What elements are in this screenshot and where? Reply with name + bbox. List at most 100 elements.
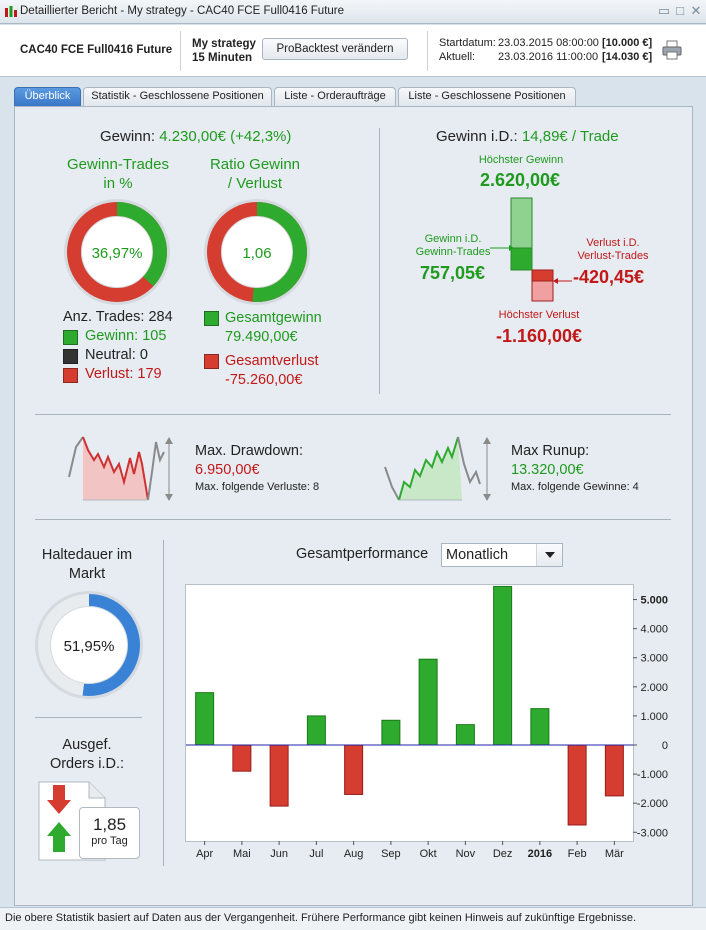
performance-chart-plot xyxy=(185,584,634,842)
x-tick-label: 2016 xyxy=(528,848,552,860)
disclaimer-footer: Die obere Statistik basiert auf Daten au… xyxy=(0,907,706,930)
avg-loss-label: Verlust i.D. Verlust-Trades xyxy=(568,237,658,263)
ratio-donut: 1,06 xyxy=(204,199,310,305)
strategy-name: My strategy xyxy=(192,38,256,50)
chart-bar xyxy=(381,719,401,746)
tab-bar: Überblick Statistik - Geschlossene Posit… xyxy=(0,77,706,107)
report-header: CAC40 FCE Full0416 Future My strategy 15… xyxy=(0,25,706,77)
x-tick-label: Mär xyxy=(605,848,624,860)
tab-overview[interactable]: Überblick xyxy=(14,87,81,106)
loss-count-value: 179 xyxy=(137,366,162,382)
drawdown-sparkline-icon xyxy=(68,436,173,501)
x-tick-label: Sep xyxy=(381,848,401,860)
avg-gain-value: 14,89€ / Trade xyxy=(521,128,619,145)
gain-count: Gewinn: 105 xyxy=(85,328,166,344)
max-drawdown-value: 6.950,00€ xyxy=(195,462,260,478)
section-divider xyxy=(35,717,142,718)
tab-statistics-closed[interactable]: Statistik - Geschlossene Positionen xyxy=(83,87,272,106)
x-tick-label: Okt xyxy=(420,848,437,860)
chart-bar xyxy=(418,658,438,746)
orders-title-line: Orders i.D.: xyxy=(49,756,125,772)
close-button[interactable]: ✕ xyxy=(690,3,702,18)
y-tick-label: 5.000 xyxy=(640,595,668,607)
chart-bar xyxy=(604,744,624,797)
x-tick-label: Dez xyxy=(493,848,513,860)
print-icon[interactable] xyxy=(662,40,682,60)
gross-loss-value: -75.260,00€ xyxy=(225,372,303,388)
buy-arrow-icon xyxy=(47,822,71,852)
header-divider xyxy=(180,31,181,71)
title-bar: Detaillierter Bericht - My strategy - CA… xyxy=(0,0,706,24)
chart-bar xyxy=(269,744,289,807)
runup-sparkline-icon xyxy=(384,436,491,501)
max-runup-sub: Max. folgende Gewinne: 4 xyxy=(511,481,639,493)
ratio-value: 1,06 xyxy=(242,245,271,262)
chart-bar xyxy=(567,744,587,826)
chevron-down-icon[interactable] xyxy=(536,544,562,566)
neutral-count-value: 0 xyxy=(139,347,148,363)
market-time-title: Haltedauer im Markt xyxy=(30,546,144,584)
neutral-count-label: Neutral: xyxy=(85,347,136,363)
winning-trades-donut: 36,97% xyxy=(64,199,170,305)
loss-count-label: Verlust: xyxy=(85,366,134,382)
x-tick-label: Mai xyxy=(233,848,251,860)
winning-trades-percent: 36,97% xyxy=(92,245,143,262)
avg-gain-label: Gewinn i.D.: xyxy=(436,128,518,145)
gross-gain-label: Gesamtgewinn xyxy=(225,310,322,326)
x-tick-label: Jun xyxy=(270,848,288,860)
avg-loss-label-line: Verlust-Trades xyxy=(577,250,649,262)
minimize-button[interactable]: ▭ xyxy=(657,3,671,18)
total-gain-value: 4.230,00€ (+42,3%) xyxy=(159,128,292,145)
avg-win-label-line: Gewinn-Trades xyxy=(415,246,491,258)
performance-label: Gesamtperformance xyxy=(296,546,429,562)
trade-count: Anz. Trades: 284 xyxy=(63,309,173,325)
edit-backtest-button[interactable]: ProBacktest verändern xyxy=(262,38,408,60)
tab-order-list[interactable]: Liste - Orderaufträge xyxy=(274,87,396,106)
chart-bar xyxy=(232,744,252,772)
x-tick-label: Apr xyxy=(196,848,213,860)
max-drawdown-sub: Max. folgende Verluste: 8 xyxy=(195,481,320,493)
gross-gain: Gesamtgewinn 79.490,00€ xyxy=(225,309,322,347)
avg-win-label: Gewinn i.D. Gewinn-Trades xyxy=(410,233,496,259)
ratio-arc xyxy=(207,202,307,302)
winning-trades-arc xyxy=(67,202,167,302)
gain-count-label: Gewinn: xyxy=(85,328,139,344)
chart-bar xyxy=(306,715,326,746)
neutral-count: Neutral: 0 xyxy=(85,347,148,363)
start-date-value: 23.03.2015 08:00:00 xyxy=(498,37,599,49)
highest-loss-label: Höchster Verlust xyxy=(498,309,580,321)
total-loss-swatch xyxy=(204,354,219,369)
ratio-title-line: / Verlust xyxy=(227,175,283,192)
gain-count-value: 105 xyxy=(142,328,167,344)
period-select[interactable]: Monatlich xyxy=(441,543,563,567)
chart-bar xyxy=(195,692,215,746)
market-time-title-line: Markt xyxy=(68,566,106,582)
y-tick-label: 1.000 xyxy=(640,711,668,723)
total-gain-label: Gewinn: xyxy=(100,128,156,145)
total-gain-swatch xyxy=(204,311,219,326)
max-runup-value: 13.320,00€ xyxy=(511,462,584,478)
avg-loss-value: -420,45€ xyxy=(573,267,645,287)
current-date-value: 23.03.2016 11:00:00 xyxy=(498,51,599,63)
y-tick-label: 4.000 xyxy=(640,624,668,636)
x-tick-label: Aug xyxy=(344,848,364,860)
chart-bar xyxy=(493,585,513,746)
window-title: Detaillierter Bericht - My strategy - CA… xyxy=(20,5,345,17)
gross-gain-value: 79.490,00€ xyxy=(225,329,298,345)
maximize-button[interactable]: □ xyxy=(676,3,684,18)
strategy-info: My strategy 15 Minuten xyxy=(192,37,256,65)
instrument-name: CAC40 FCE Full0416 Future xyxy=(20,44,173,56)
y-tick-label: 3.000 xyxy=(640,653,668,665)
avg-win-value: 757,05€ xyxy=(420,263,486,283)
sell-arrow-icon xyxy=(47,785,71,814)
tab-closed-positions-list[interactable]: Liste - Geschlossene Positionen xyxy=(398,87,576,106)
y-tick-label: 0 xyxy=(662,740,668,752)
gain-swatch xyxy=(63,330,78,345)
gross-loss: Gesamtverlust -75.260,00€ xyxy=(225,352,318,390)
orders-per-day-box: 1,85 pro Tag xyxy=(79,807,140,859)
y-tick-label: 2.000 xyxy=(640,682,668,694)
market-time-donut: 51,95% xyxy=(35,591,143,699)
strategy-timeframe: 15 Minuten xyxy=(192,52,253,64)
section-divider xyxy=(35,414,671,415)
